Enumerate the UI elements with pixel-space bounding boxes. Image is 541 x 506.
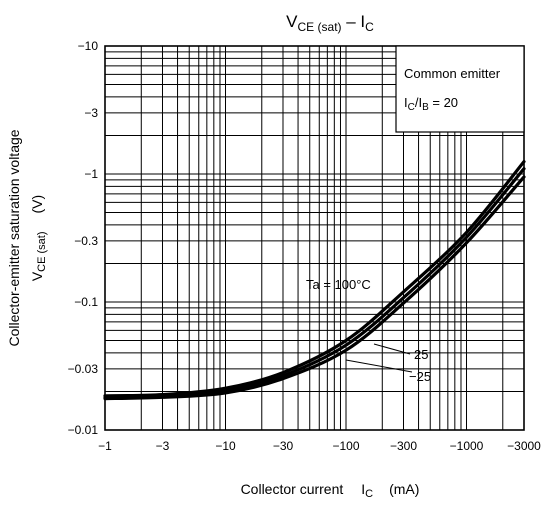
callout-line-minus-25	[345, 359, 413, 373]
plot-frame	[104, 45, 525, 431]
y-tick-label: −0.3	[74, 234, 98, 248]
grid	[105, 46, 524, 430]
y-tick-label: −0.1	[74, 295, 98, 309]
legend-box-frame	[395, 45, 525, 133]
x-tick-labels: −1 −3 −10 −30 −100 −300 −1000 −3000	[98, 439, 541, 453]
series-label-100: Ta = 100°C	[306, 277, 371, 292]
chart-title: VCE (sat) – IC	[286, 12, 374, 34]
x-tick-label: −30	[273, 439, 294, 453]
x-axis-label: Collector current IC (mA)	[241, 481, 420, 500]
legend-line-2: IC/IB = 20	[404, 95, 458, 113]
x-tick-label: −3000	[507, 439, 541, 453]
y-tick-labels: −0.01 −0.03 −0.1 −0.3 −1 −3 −10	[68, 39, 99, 437]
y-tick-label: −0.01	[68, 423, 99, 437]
x-tick-label: −1	[98, 439, 112, 453]
series-curve-2	[103, 175, 526, 401]
legend-line-1: Common emitter	[404, 66, 501, 81]
y-tick-label: −1	[84, 167, 98, 181]
y-tick-label: −10	[78, 39, 99, 53]
x-tick-label: −3	[156, 439, 170, 453]
series-curves	[103, 160, 526, 401]
y-axis-label-line-2: VCE (sat)(V)	[29, 195, 48, 281]
series-label-25: 25	[414, 347, 428, 362]
legend-box: Common emitter IC/IB = 20	[395, 45, 525, 133]
y-tick-label: −0.03	[68, 362, 99, 376]
y-axis-label-line-1: Collector-emitter saturation voltage	[6, 129, 22, 346]
callout-line-25	[373, 343, 411, 355]
series-labels: Ta = 100°C 25 −25	[306, 277, 431, 384]
x-tick-label: −10	[215, 439, 236, 453]
x-tick-label: −100	[332, 439, 359, 453]
x-tick-label: −300	[390, 439, 417, 453]
x-tick-label: −1000	[450, 439, 484, 453]
y-tick-label: −3	[84, 106, 98, 120]
series-label-minus-25: −25	[409, 369, 431, 384]
